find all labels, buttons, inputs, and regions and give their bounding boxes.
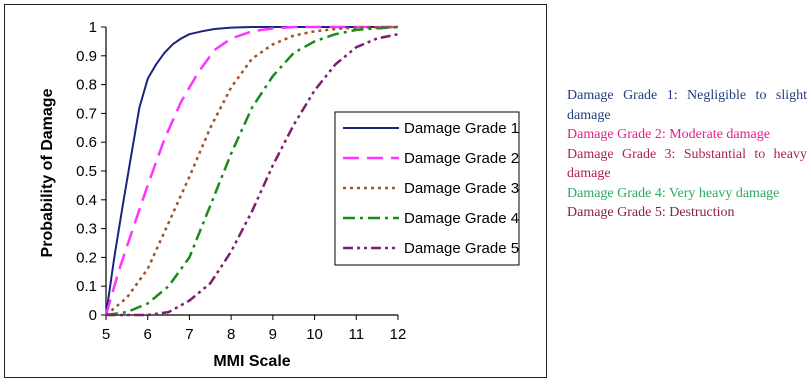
y-tick-label: 0 (89, 307, 97, 324)
fragility-chart: 0 0.1 0.2 0.3 0.4 0.5 0.6 0.7 0.8 0.9 1 5 6 7 8 9 10 11 12… (39, 19, 520, 370)
y-tick-label: 0.7 (76, 105, 97, 122)
series-line-grade-3 (105, 25, 399, 316)
legend-label-grade-2: Damage Grade 2 (404, 150, 519, 167)
y-tick-label: 0.9 (76, 48, 97, 65)
y-tick-label: 0.8 (76, 77, 97, 94)
description-grade-4: Damage Grade 4: Very heavy damage (567, 185, 780, 201)
damage-grade-descriptions: Damage Grade 1: Negligible to slight dam… (567, 86, 807, 223)
x-tick-label: 11 (348, 326, 364, 343)
y-tick-label: 0.2 (76, 249, 97, 266)
series-line-grade-1 (105, 26, 398, 316)
x-tick-label: 8 (227, 326, 235, 343)
y-tick-label: 0.5 (76, 163, 97, 180)
y-tick-label: 0.4 (76, 192, 97, 209)
legend: Damage Grade 1 Damage Grade 2 Damage Grade… (334, 111, 520, 266)
x-tick-label: 12 (390, 326, 407, 343)
chart-frame: 0 0.1 0.2 0.3 0.4 0.5 0.6 0.7 0.8 0.9 1 5 6 7 8 9 10 11 12… (4, 4, 547, 378)
x-tick-label: 7 (185, 326, 193, 343)
y-tick-label: 0.6 (76, 134, 97, 151)
description-grade-5: Damage Grade 5: Destruction (567, 205, 735, 220)
x-tick-label: 6 (144, 326, 152, 343)
legend-label-grade-5: Damage Grade 5 (404, 240, 519, 257)
x-tick-label: 10 (306, 326, 323, 343)
series-line-grade-4 (105, 25, 399, 317)
y-tick-label: 0.3 (76, 221, 97, 238)
x-axis-title: MMI Scale (213, 353, 290, 370)
legend-label-grade-3: Damage Grade 3 (404, 180, 519, 197)
x-tick-label: 5 (102, 326, 110, 343)
series-line-grade-2 (104, 25, 398, 316)
description-grade-1: Damage Grade 1: Negligible to slight dam… (567, 88, 807, 123)
y-tick-label: 1 (89, 19, 97, 36)
y-tick-label: 0.1 (76, 278, 97, 295)
legend-label-grade-1: Damage Grade 1 (404, 120, 519, 137)
x-tick-label: 9 (269, 326, 277, 343)
series-lines (104, 25, 399, 317)
description-grade-3: Damage Grade 3: Substantial to heavy dam… (567, 146, 807, 182)
y-axis-title: Probability of Damage (39, 88, 56, 257)
legend-label-grade-4: Damage Grade 4 (404, 210, 519, 227)
description-grade-2: Damage Grade 2: Moderate damage (567, 127, 770, 142)
axes: 0 0.1 0.2 0.3 0.4 0.5 0.6 0.7 0.8 0.9 1 5 6 7 8 9 10 11 12 (76, 19, 406, 343)
